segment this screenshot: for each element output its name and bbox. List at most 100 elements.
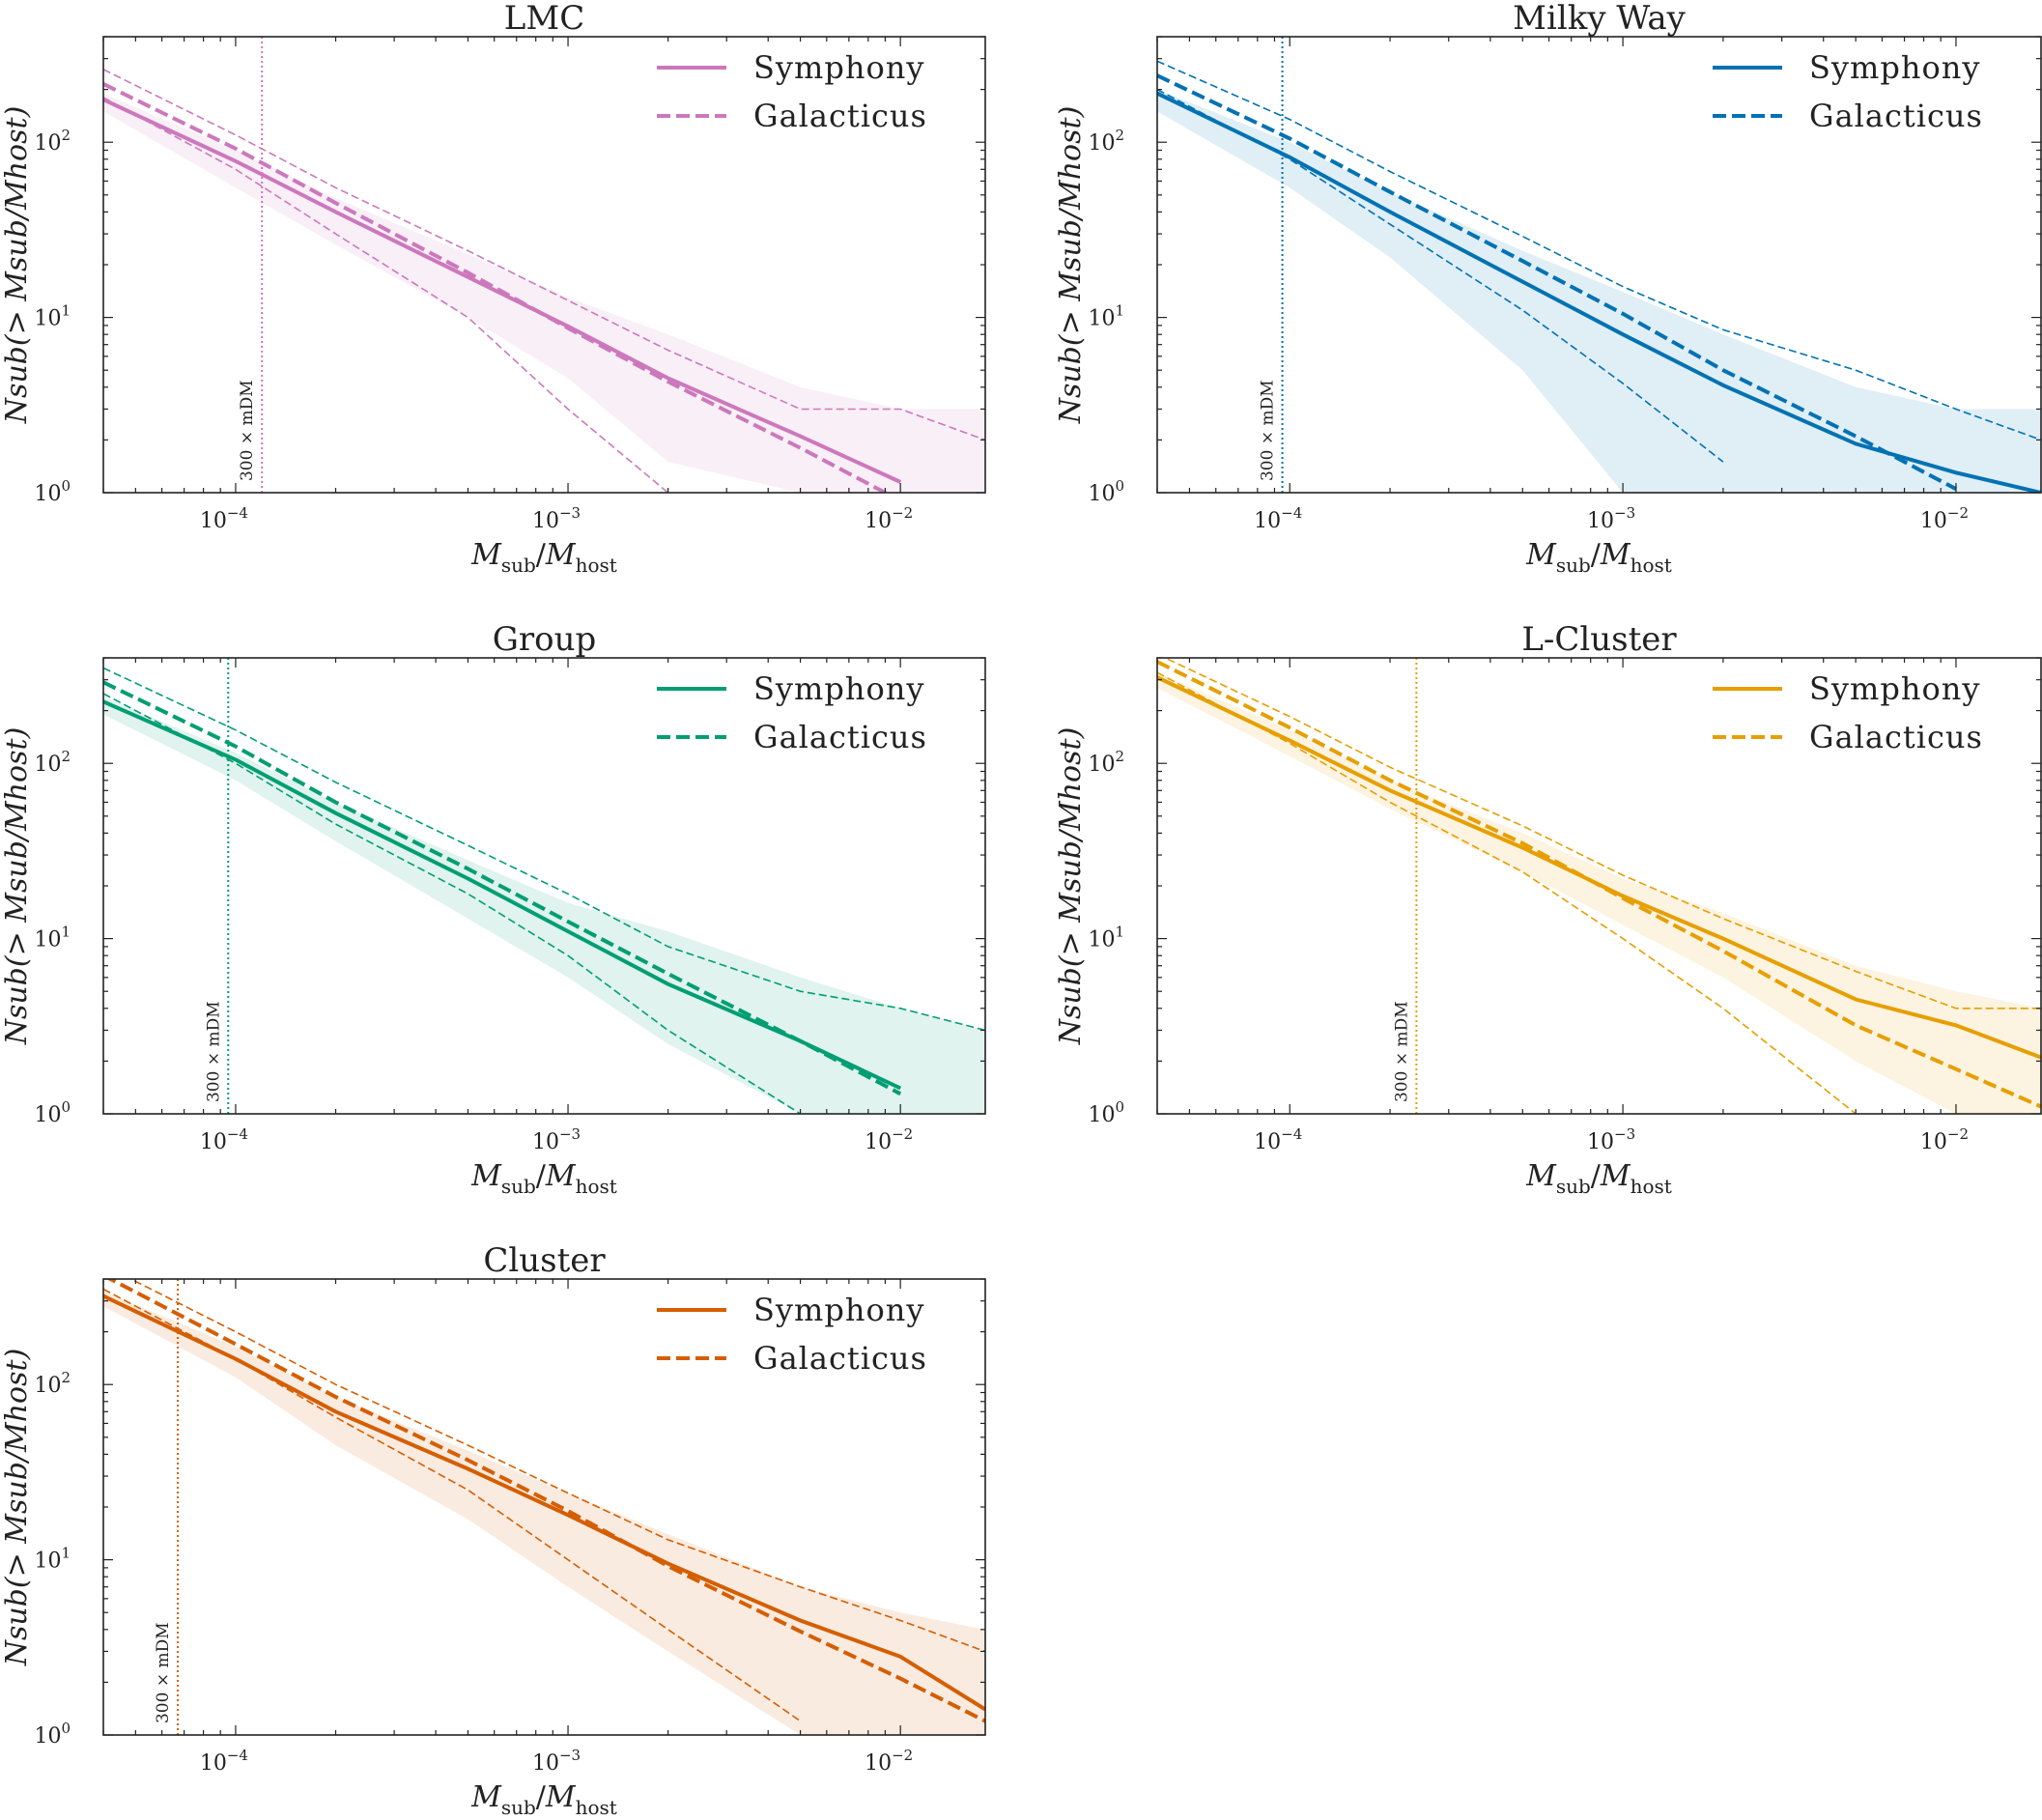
- y-tick-base: 10: [34, 307, 61, 331]
- x-tick-exp: −4: [227, 504, 248, 522]
- y-tick-label: 102: [34, 127, 71, 156]
- x-tick-base: 10: [1254, 1130, 1281, 1154]
- x-tick-label: 10−2: [865, 1125, 913, 1154]
- y-tick-label: 101: [1088, 924, 1124, 953]
- x-tick-base: 10: [865, 1751, 892, 1776]
- x-tick-exp: −3: [559, 1747, 581, 1764]
- x-tick-base: 10: [865, 509, 892, 533]
- x-tick-base: 10: [1587, 1130, 1614, 1154]
- y-axis-label: Nsub(> Msub/Mhost): [1054, 106, 1088, 425]
- x-axis-label: Msub/Mhost: [470, 538, 617, 577]
- panel-title: LMC: [504, 0, 584, 38]
- x-tick-base: 10: [1254, 509, 1281, 533]
- x-axis-sub2: host: [1631, 1175, 1672, 1198]
- x-axis-slash: /: [536, 1159, 547, 1193]
- x-tick-base: 10: [200, 1130, 227, 1154]
- y-tick-base: 10: [1088, 928, 1115, 953]
- x-tick-label: 10−2: [865, 1747, 913, 1776]
- y-tick-exp: 1: [61, 924, 71, 941]
- x-axis-sub2: host: [576, 1796, 617, 1819]
- x-axis-sub: sub: [501, 554, 536, 577]
- y-axis-label: Nsub(> Msub/Mhost): [0, 106, 34, 425]
- x-tick-exp: −4: [227, 1747, 248, 1764]
- legend-symphony-label: Symphony: [753, 1292, 924, 1328]
- y-tick-base: 10: [34, 1550, 61, 1574]
- x-axis-m: M: [470, 538, 502, 572]
- legend-galacticus-label: Galacticus: [753, 98, 927, 134]
- x-tick-base: 10: [200, 1751, 227, 1776]
- y-axis-label: Nsub(> Msub/Mhost): [0, 1349, 34, 1667]
- x-axis-sub: sub: [1556, 554, 1591, 577]
- symphony-line: [103, 1294, 985, 1712]
- symphony-line: [1157, 91, 2041, 493]
- legend-symphony-label: Symphony: [753, 670, 924, 707]
- panel-title: Group: [493, 620, 597, 659]
- symphony-band: [103, 1291, 985, 1735]
- x-axis-sub: sub: [501, 1175, 536, 1198]
- x-tick-exp: −3: [1614, 1125, 1635, 1143]
- x-axis-m: M: [1525, 538, 1557, 572]
- y-tick-base: 10: [1088, 482, 1115, 506]
- galacticus-upper-line: [1157, 60, 2041, 441]
- y-tick-exp: 2: [61, 1369, 71, 1386]
- y-tick-label: 100: [34, 1098, 71, 1127]
- x-tick-label: 10−4: [200, 1125, 248, 1154]
- galacticus-lower-line: [1157, 88, 1724, 463]
- x-axis-slash: /: [1591, 1159, 1602, 1193]
- x-tick-label: 10−4: [200, 1747, 248, 1776]
- x-tick-label: 10−2: [1920, 504, 1969, 533]
- x-tick-base: 10: [532, 1130, 559, 1154]
- y-tick-label: 101: [34, 302, 71, 331]
- x-tick-label: 10−3: [532, 1747, 581, 1776]
- y-tick-exp: 1: [1115, 302, 1124, 320]
- y-tick-label: 101: [34, 924, 71, 953]
- y-tick-exp: 2: [1115, 127, 1124, 144]
- legend-galacticus-label: Galacticus: [753, 1340, 927, 1377]
- x-axis-sub: sub: [501, 1796, 536, 1819]
- x-tick-label: 10−3: [1587, 504, 1635, 533]
- x-axis-slash: /: [536, 538, 547, 572]
- y-tick-label: 102: [34, 1369, 71, 1398]
- x-tick-label: 10−2: [1920, 1125, 1969, 1154]
- y-axis-label: Nsub(> Msub/Mhost): [0, 727, 34, 1046]
- x-axis-sub2: host: [576, 554, 617, 577]
- galacticus-line: [1157, 660, 2041, 1109]
- x-axis-m2: M: [1600, 538, 1631, 572]
- galacticus-upper-line: [103, 69, 985, 441]
- x-tick-base: 10: [865, 1130, 892, 1154]
- y-tick-base: 10: [1088, 1103, 1115, 1127]
- resolution-label: 300 × mDM: [154, 1622, 173, 1723]
- galacticus-line: [1157, 73, 1957, 491]
- legend-galacticus-label: Galacticus: [1809, 98, 1983, 134]
- symphony-band: [103, 93, 985, 493]
- x-tick-base: 10: [532, 1751, 559, 1776]
- y-tick-exp: 2: [61, 748, 71, 765]
- resolution-label: 300 × mDM: [238, 380, 257, 481]
- x-tick-exp: −2: [1947, 504, 1969, 522]
- x-axis-label: Msub/Mhost: [1525, 1159, 1672, 1198]
- x-axis-label: Msub/Mhost: [470, 1780, 617, 1819]
- galacticus-upper-line: [128, 1279, 985, 1653]
- panel-title: Milky Way: [1513, 0, 1686, 38]
- legend-galacticus-label: Galacticus: [753, 719, 927, 755]
- x-axis-m2: M: [1600, 1159, 1631, 1193]
- legend-symphony-label: Symphony: [753, 49, 924, 86]
- plot-area: [103, 37, 985, 493]
- x-tick-exp: −3: [559, 1125, 581, 1143]
- x-tick-base: 10: [1920, 1130, 1947, 1154]
- y-tick-exp: 0: [61, 477, 71, 495]
- galacticus-upper-line: [1163, 658, 2041, 1010]
- galacticus-line: [103, 680, 902, 1096]
- legend-galacticus-label: Galacticus: [1809, 719, 1983, 755]
- x-tick-exp: −3: [559, 504, 581, 522]
- x-axis-m: M: [470, 1780, 502, 1814]
- x-tick-exp: −2: [1947, 1125, 1969, 1143]
- x-tick-label: 10−3: [1587, 1125, 1635, 1154]
- plot-area: [103, 1279, 985, 1735]
- galacticus-upper-line: [103, 667, 985, 1032]
- y-tick-base: 10: [34, 753, 61, 777]
